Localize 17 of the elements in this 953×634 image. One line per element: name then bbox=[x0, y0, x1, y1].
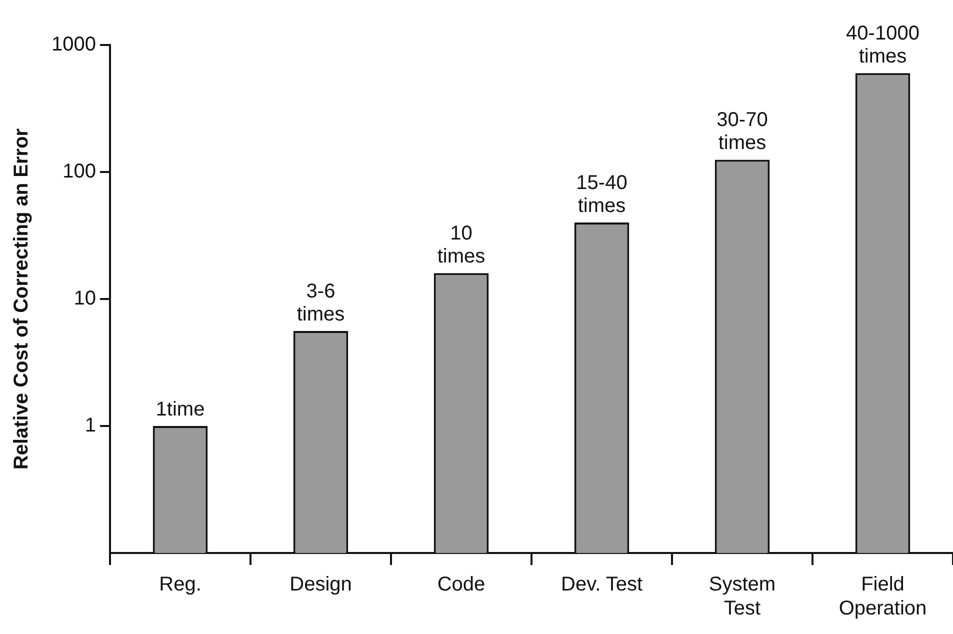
annotation: 10 times bbox=[437, 222, 486, 268]
y-tick-label: 1 bbox=[84, 414, 96, 437]
annotation: 3-6 times bbox=[296, 280, 345, 326]
annotation: 30-70 times bbox=[716, 109, 768, 154]
x-tick-label: System Test bbox=[708, 574, 776, 620]
x-tick-label: Field Operation bbox=[838, 574, 927, 620]
y-tick-label: 10 bbox=[74, 288, 96, 310]
annotation: 1time bbox=[156, 398, 205, 421]
y-tick-label: 1000 bbox=[52, 34, 96, 56]
x-tick-label: Design bbox=[290, 574, 352, 596]
annotation: 15-40 times bbox=[576, 172, 628, 218]
x-tick-label: Dev. Test bbox=[560, 574, 643, 596]
y-axis-title: Relative Cost of Correcting an Error bbox=[10, 128, 33, 470]
y-tick-label: 100 bbox=[62, 160, 96, 183]
x-tick-label: Reg. bbox=[159, 574, 202, 596]
x-tick-label: Code bbox=[437, 574, 486, 596]
annotation: 40-1000 times bbox=[846, 22, 920, 68]
